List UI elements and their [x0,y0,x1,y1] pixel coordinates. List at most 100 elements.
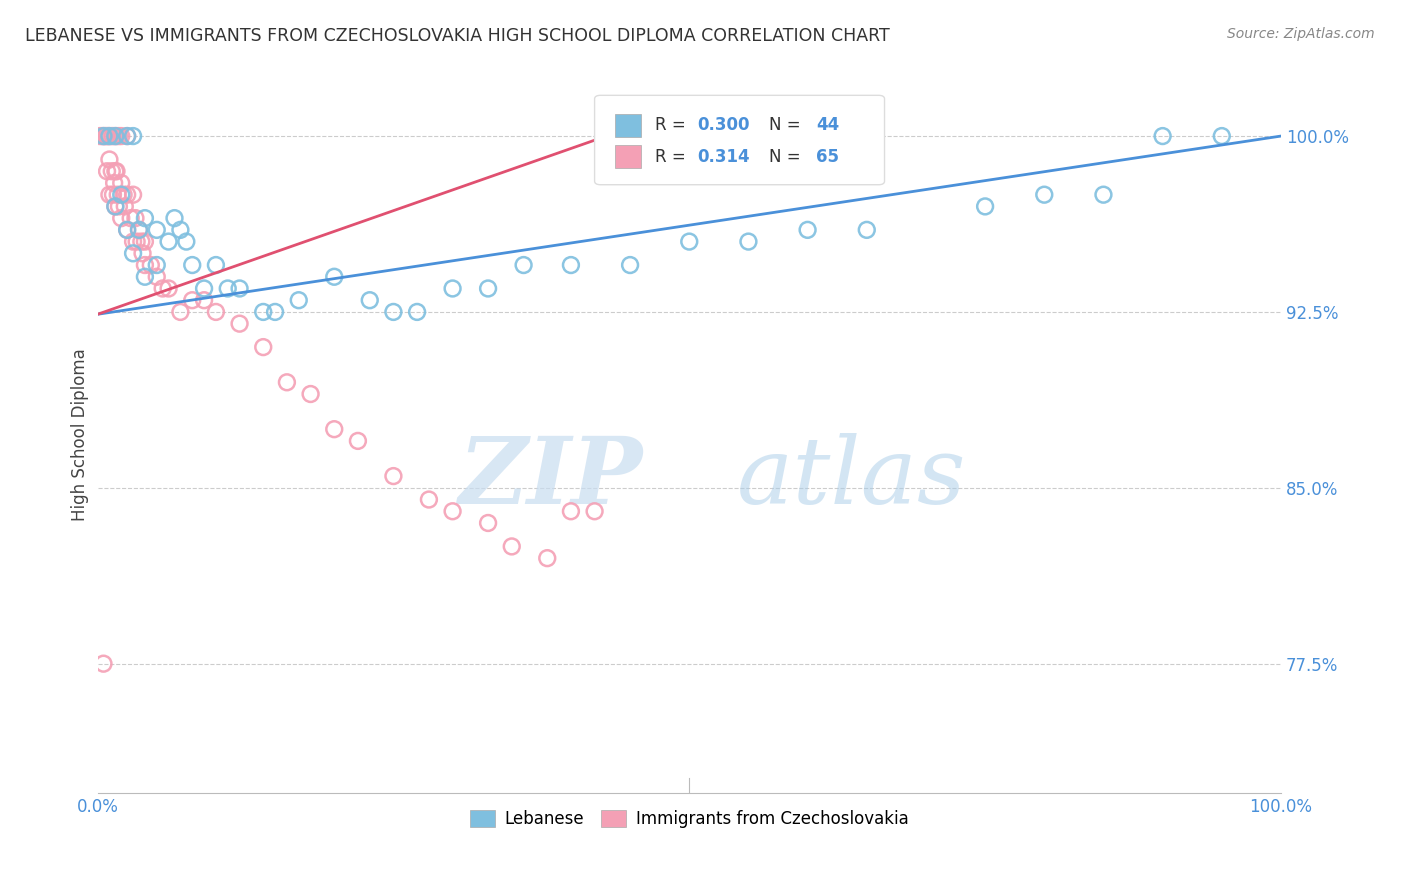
Point [98,153,121,167]
Point [299,387,322,401]
Point [108,199,131,213]
Point [93,657,115,671]
Point [120,211,142,226]
Point [855,223,877,237]
Point [100,164,122,178]
Point [737,235,759,249]
Point [105,129,128,144]
Point [110,129,132,144]
Point [228,317,250,331]
Point [406,305,429,319]
Point [205,305,228,319]
Point [157,281,180,295]
Point [382,305,405,319]
Text: 65: 65 [815,148,839,166]
Point [110,187,132,202]
Point [157,235,180,249]
Text: 44: 44 [815,116,839,135]
Text: atlas: atlas [737,433,966,523]
Point [678,235,700,249]
Text: 0.300: 0.300 [697,116,749,135]
Point [134,269,156,284]
Point [100,129,122,144]
Point [134,235,156,249]
Point [560,504,582,518]
Point [110,176,132,190]
Point [131,246,153,260]
Point [1152,129,1174,144]
Point [115,129,138,144]
Point [501,540,523,554]
Point [536,551,558,566]
Point [115,223,138,237]
Point [115,223,138,237]
Point [125,235,148,249]
Point [152,281,174,295]
Text: 0.314: 0.314 [697,148,751,166]
Point [796,223,818,237]
Point [104,199,127,213]
Point [124,211,146,226]
Point [560,258,582,272]
Point [115,129,138,144]
Point [145,269,167,284]
Point [193,293,215,308]
FancyBboxPatch shape [614,114,641,136]
Point [252,340,274,354]
Point [96,129,118,144]
Point [252,305,274,319]
Point [94,129,117,144]
Point [139,258,162,272]
Point [98,129,121,144]
Point [145,258,167,272]
Legend: Lebanese, Immigrants from Czechoslovakia: Lebanese, Immigrants from Czechoslovakia [463,803,915,834]
Point [176,235,198,249]
Point [169,223,191,237]
Point [101,129,124,144]
Point [217,281,239,295]
Point [96,164,118,178]
Point [181,293,204,308]
Point [108,129,131,144]
Point [181,258,204,272]
Point [1211,129,1233,144]
Point [93,129,115,144]
Point [93,129,115,144]
Point [104,164,127,178]
Point [110,211,132,226]
Point [477,516,499,530]
Text: Source: ZipAtlas.com: Source: ZipAtlas.com [1227,27,1375,41]
Point [115,187,138,202]
Point [93,129,115,144]
Text: R =: R = [655,116,690,135]
Point [323,269,346,284]
Point [97,129,120,144]
Point [583,504,606,518]
Point [347,434,370,448]
Point [104,199,127,213]
Point [193,281,215,295]
Point [107,187,129,202]
Point [477,281,499,295]
Point [134,211,156,226]
Point [131,235,153,249]
Point [114,199,136,213]
Point [122,235,145,249]
Point [122,246,145,260]
Point [264,305,287,319]
Point [105,164,128,178]
Point [103,176,125,190]
Point [112,187,135,202]
Point [287,293,309,308]
Point [98,129,121,144]
Point [122,129,145,144]
Point [205,258,228,272]
Point [441,281,464,295]
Point [1092,187,1115,202]
Point [128,223,150,237]
Point [91,129,114,144]
Point [619,258,641,272]
Point [98,187,121,202]
Point [145,223,167,237]
Point [134,258,156,272]
